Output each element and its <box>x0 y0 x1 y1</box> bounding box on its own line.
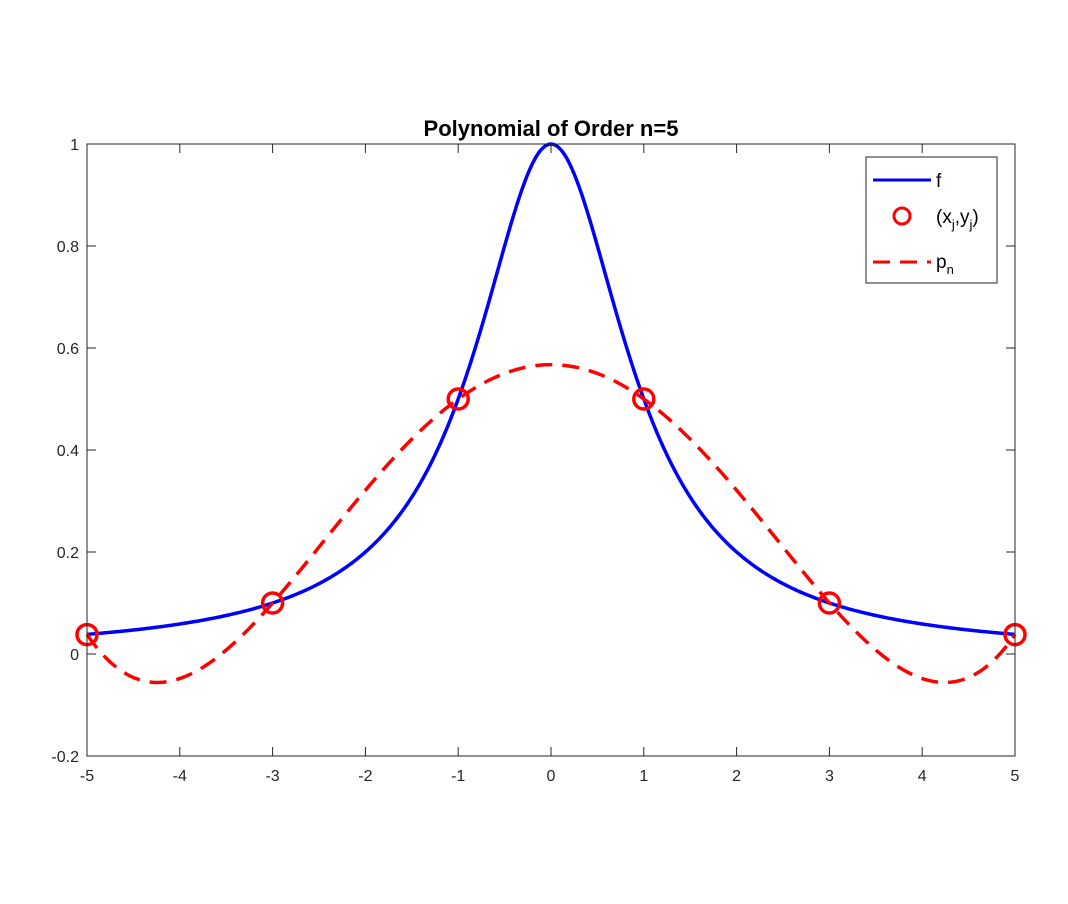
y-tick-label: 0.6 <box>57 341 79 358</box>
x-tick-label: 5 <box>1011 768 1020 785</box>
x-tick-label: 3 <box>825 768 834 785</box>
data-point-marker <box>260 591 285 615</box>
x-tick-label: 4 <box>918 768 927 785</box>
x-tick-label: -4 <box>173 768 187 785</box>
data-point-marker <box>446 387 470 411</box>
x-tick-label: 0 <box>547 768 556 785</box>
x-tick-label: -5 <box>80 768 94 785</box>
legend-marker-points-icon <box>892 206 912 226</box>
chart-title: Polynomial of Order n=5 <box>424 116 679 141</box>
x-tick-label: 1 <box>639 768 648 785</box>
x-tick-label: -3 <box>265 768 279 785</box>
legend-label-pn: pn <box>936 252 954 277</box>
data-point-marker <box>817 591 842 615</box>
series-pn-line <box>85 362 1017 685</box>
y-tick-label: 0 <box>70 647 79 664</box>
x-tick-label: -1 <box>451 768 465 785</box>
data-point-marker <box>632 387 656 411</box>
y-tick-label: 0.8 <box>57 239 79 256</box>
y-tick-label: 0.2 <box>57 545 79 562</box>
legend-label-points: (xj,yj) <box>936 207 979 232</box>
y-tick-label: 0.4 <box>57 443 79 460</box>
x-tick-label: 2 <box>732 768 741 785</box>
legend: f (xj,yj) pn <box>865 156 998 284</box>
legend-label-f: f <box>936 171 942 192</box>
x-tick-label: -2 <box>358 768 372 785</box>
y-tick-label: 1 <box>70 137 79 154</box>
axes: -5 -4 -3 -2 -1 0 1 2 3 4 5 -0.2 0 0.2 0.4 0.6 0.8 1 <box>51 137 1019 785</box>
y-tick-label: -0.2 <box>51 749 79 766</box>
